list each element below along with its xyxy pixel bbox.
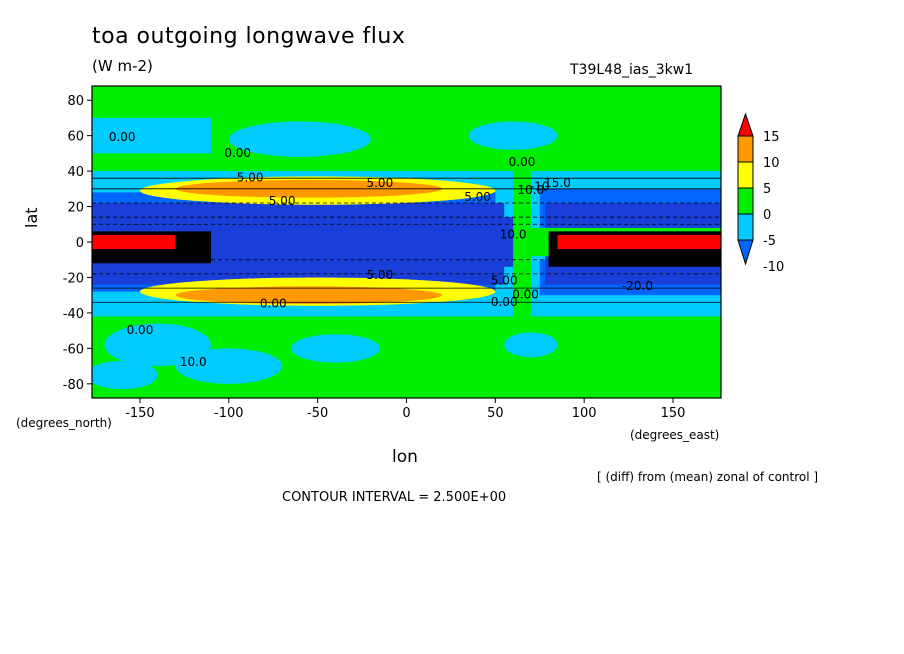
positive-lobe [175, 286, 443, 305]
contour-label: 0.00 [109, 130, 136, 144]
chart-title: toa outgoing longwave flux [92, 24, 406, 49]
y-tick-label: 40 [67, 165, 84, 180]
y-tick-label: 60 [67, 130, 84, 145]
colorbar-box [737, 213, 754, 241]
field-patch [228, 121, 371, 157]
contour-label: 5.00 [366, 268, 393, 282]
colorbar-label: 15 [763, 130, 780, 145]
diff-note: [ (diff) from (mean) zonal of control ] [597, 470, 819, 484]
field-patch [92, 360, 158, 390]
colorbar-top-triangle [737, 112, 754, 137]
contour-label: 10.0 [180, 355, 207, 369]
field-patch [92, 117, 212, 154]
contour-label: -20.0 [622, 279, 653, 293]
field-patch [468, 121, 558, 150]
colorbar-label: 5 [763, 182, 771, 197]
field-patch [104, 323, 212, 367]
contour-label: 0.00 [509, 155, 536, 169]
y-tick-label: 0 [76, 236, 84, 251]
y-axis-units-note: (degrees_north) [16, 416, 112, 430]
axis-ticks: -150 -100 -50 0 50 100 150 80 60 40 20 0 -20 -40 -60 -8… [63, 94, 686, 421]
contour-label: 10.0 [518, 183, 545, 197]
contour-label: 15.0 [544, 176, 571, 190]
plot-area [92, 86, 721, 398]
colorbar: 15 10 5 0 -5 -10 [737, 112, 784, 275]
y-tick-label: -20 [63, 271, 84, 286]
positive-core [92, 234, 176, 250]
contour-interval: CONTOUR INTERVAL = 2.500E+00 [282, 490, 507, 505]
x-tick-label: 150 [661, 406, 686, 421]
y-tick-label: 20 [67, 201, 84, 216]
contour-label: 0.00 [260, 297, 287, 311]
y-tick-label: -80 [63, 378, 84, 393]
colorbar-label: -5 [763, 234, 776, 249]
x-tick-label: 50 [487, 406, 504, 421]
run-name: T39L48_ias_3kw1 [570, 62, 694, 78]
y-tick-label: -60 [63, 342, 84, 357]
colorbar-label: 0 [763, 208, 771, 223]
x-axis-label: lon [392, 447, 418, 467]
contour-label: 0.00 [127, 323, 154, 337]
contour-label: 0.00 [491, 295, 518, 309]
x-tick-label: 0 [402, 406, 410, 421]
colorbar-label: -10 [763, 260, 784, 275]
contour-label: 0.00 [512, 288, 539, 302]
field-patch [175, 348, 283, 384]
y-tick-label: 80 [67, 94, 84, 109]
x-axis-units-note: (degrees_east) [630, 428, 720, 442]
colorbar-label: 10 [763, 156, 780, 171]
colorbar-box [737, 161, 754, 189]
contour-label: 5.00 [464, 190, 491, 204]
contour-label: 5.00 [366, 176, 393, 190]
positive-core [557, 234, 721, 250]
units-label: (W m-2) [92, 57, 153, 75]
contour-label: -10 [530, 180, 550, 194]
x-tick-label: -50 [307, 406, 328, 421]
field-patch [504, 332, 558, 358]
colorbar-bottom-triangle [737, 239, 754, 266]
field-patch [291, 334, 380, 363]
y-axis-label: lat [22, 207, 41, 228]
contour-label: 5.00 [491, 274, 518, 288]
contour-label: 5.00 [269, 194, 296, 208]
y-tick-label: -40 [63, 307, 84, 322]
x-tick-label: -150 [125, 406, 155, 421]
colorbar-box [737, 135, 754, 163]
x-tick-label: -100 [214, 406, 244, 421]
colorbar-box [737, 187, 754, 215]
field-band [545, 203, 721, 228]
x-tick-label: 100 [572, 406, 597, 421]
contour-label: 0.00 [224, 146, 251, 160]
contour-label: 10.0 [500, 227, 527, 241]
contour-label: 5.00 [237, 171, 264, 185]
